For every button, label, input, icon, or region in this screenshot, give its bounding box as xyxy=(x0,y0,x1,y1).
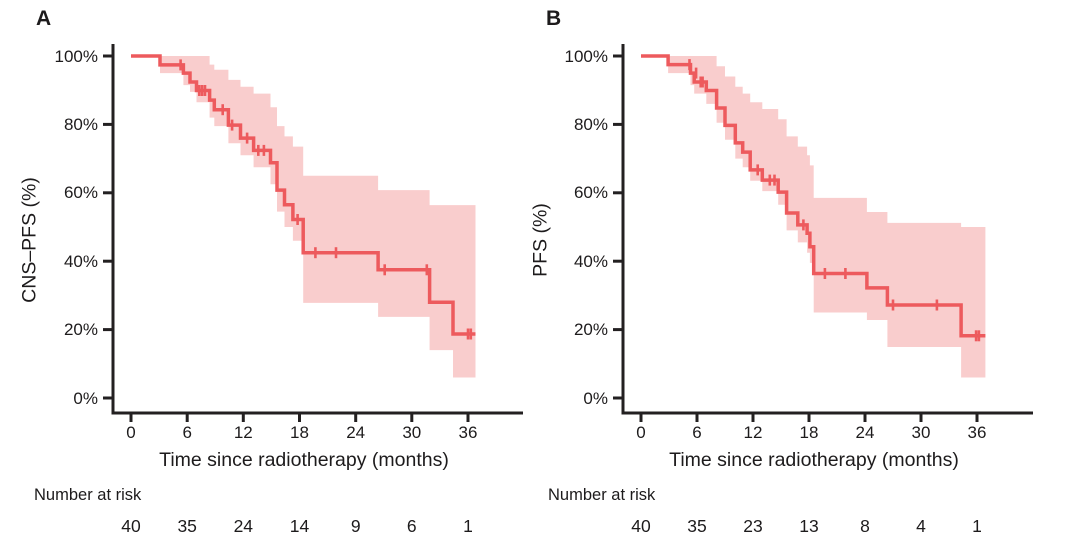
y-tick-label: 80% xyxy=(573,114,608,134)
y-tick-label: 0% xyxy=(583,388,608,408)
y-tick-label: 60% xyxy=(573,183,608,203)
risk-count: 6 xyxy=(406,516,417,536)
risk-count: 23 xyxy=(743,516,763,536)
y-tick-label: 100% xyxy=(564,46,608,66)
panel-b: B PFS (%) Time since radiotherapy (month… xyxy=(530,0,1080,551)
y-tick-label: 0% xyxy=(73,388,98,408)
risk-count: 35 xyxy=(687,516,707,536)
risk-count: 1 xyxy=(972,516,982,536)
panel-a-number-at-risk-label: Number at risk xyxy=(34,486,142,504)
x-tick-label: 12 xyxy=(233,423,253,442)
x-tick-label: 30 xyxy=(911,423,931,442)
risk-count: 4 xyxy=(916,516,926,536)
y-tick-label: 20% xyxy=(63,320,98,340)
x-tick-label: 0 xyxy=(636,423,646,442)
risk-count: 40 xyxy=(631,516,651,536)
risk-count: 8 xyxy=(860,516,870,536)
confidence-band xyxy=(160,56,476,378)
x-tick-label: 36 xyxy=(967,423,987,442)
y-tick-label: 100% xyxy=(54,46,98,66)
x-tick-label: 6 xyxy=(182,423,192,442)
y-tick-label: 40% xyxy=(573,251,608,271)
x-tick-label: 12 xyxy=(743,423,763,442)
y-tick-label: 20% xyxy=(573,320,608,340)
x-tick-label: 24 xyxy=(346,423,366,442)
panel-b-plot xyxy=(613,44,1033,422)
confidence-band xyxy=(668,56,986,378)
panel-b-letter: B xyxy=(546,7,562,30)
risk-count: 24 xyxy=(233,516,254,536)
risk-count: 40 xyxy=(121,516,141,536)
km-curve xyxy=(131,54,476,336)
x-tick-label: 30 xyxy=(402,423,422,442)
x-tick-label: 18 xyxy=(799,423,819,442)
x-tick-label: 18 xyxy=(290,423,309,442)
panel-a: A CNS–PFS (%) Time since radiotherapy (m… xyxy=(19,7,523,536)
y-tick-label: 60% xyxy=(63,183,98,203)
y-tick-label: 40% xyxy=(63,251,98,271)
x-tick-label: 24 xyxy=(855,423,875,442)
x-tick-label: 6 xyxy=(692,423,702,442)
risk-count: 9 xyxy=(350,516,361,536)
risk-count: 35 xyxy=(177,516,197,536)
x-tick-label: 0 xyxy=(126,423,136,442)
panel-a-x-axis-title: Time since radiotherapy (months) xyxy=(159,449,449,471)
panel-a-plot xyxy=(103,44,523,422)
panel-b-x-axis-title: Time since radiotherapy (months) xyxy=(669,449,959,471)
risk-count: 14 xyxy=(289,516,310,536)
risk-count: 1 xyxy=(463,516,473,536)
y-tick-label: 80% xyxy=(63,114,98,134)
panel-b-number-at-risk-label: Number at risk xyxy=(548,486,656,504)
risk-count: 13 xyxy=(799,516,819,536)
x-tick-label: 36 xyxy=(458,423,478,442)
panel-a-letter: A xyxy=(36,7,52,30)
